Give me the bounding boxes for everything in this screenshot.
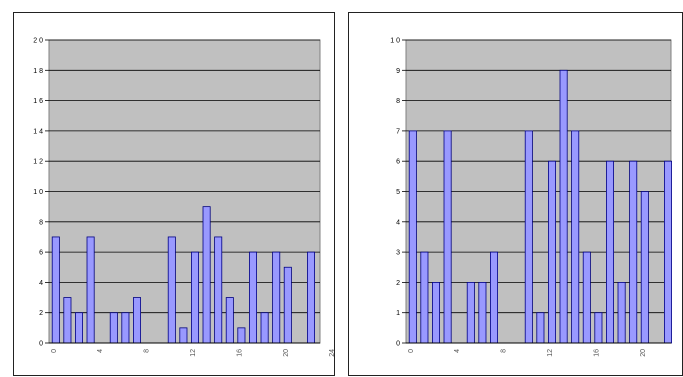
chart-1-bar (559, 69, 568, 344)
chart-0-bar (63, 297, 72, 344)
chart-0-bar (202, 206, 211, 344)
chart-1-ytick-label: 2 (396, 280, 400, 287)
chart-0-ytick-label: 8 (39, 219, 43, 226)
chart-1-ytick-label: 0 (396, 341, 400, 348)
chart-0-ytick-label: 6 (39, 250, 43, 257)
chart-0-bar (121, 312, 130, 344)
chart-0-xtick-label: 24 (329, 349, 336, 357)
chart-0-bar (307, 251, 315, 344)
chart-0-bar (225, 297, 234, 344)
chart-0-bar (167, 236, 176, 344)
chart-0-bar (283, 266, 292, 344)
chart-1-bar (524, 130, 533, 344)
chart-1-ytick-label: 6 (396, 159, 400, 166)
chart-1-ytick-label: 3 (396, 250, 400, 257)
chart-0-bar (179, 327, 188, 344)
chart-0-xtick-label: 8 (144, 349, 151, 353)
chart-1-bar (443, 130, 452, 344)
chart-1-xtick-label: 4 (454, 349, 461, 353)
chart-1-bar (536, 312, 545, 344)
chart-0-bar (249, 251, 257, 344)
chart-0-ytick-label: 2 (39, 310, 43, 317)
chart-1-bar (640, 191, 649, 344)
chart-0-ytick-label: 2 0 (33, 38, 43, 45)
chart-1-xtick-label: 0 (408, 349, 415, 353)
chart-1-ytick-label: 4 (396, 219, 400, 226)
chart-1-bar (478, 281, 487, 344)
chart-1-bar (490, 251, 498, 344)
chart-0-bar (109, 312, 118, 344)
chart-0-ytick-label: 1 2 (33, 159, 43, 166)
chart-1-bar (432, 281, 440, 344)
chart-1-ytick-label: 7 (396, 128, 400, 135)
chart-1-bar (582, 251, 591, 344)
chart-1-xtick-label: 8 (501, 349, 508, 353)
chart-0-bar (214, 236, 223, 344)
chart-0-ytick-label: 1 0 (33, 189, 43, 196)
chart-1-bar (408, 130, 417, 344)
chart-0-bar (260, 312, 269, 344)
chart-0-bar (133, 297, 141, 344)
chart-0-xtick-label: 20 (283, 349, 290, 357)
chart-1-bar (548, 160, 556, 344)
chart-0-bar (51, 236, 60, 344)
chart-0-xtick-label: 4 (97, 349, 104, 353)
chart-1-xtick-label: 16 (593, 349, 600, 357)
chart-0-ytick-label: 0 (39, 341, 43, 348)
chart-1-xtick-label: 20 (640, 349, 647, 357)
chart-1-bar (571, 130, 580, 344)
chart-1-bar (466, 281, 475, 344)
chart-1-bar (617, 281, 626, 344)
chart-1-bar (420, 251, 429, 344)
chart-1-ytick-label: 1 0 (390, 38, 400, 45)
chart-1-xtick-label: 12 (547, 349, 554, 357)
chart-0-ytick-label: 1 6 (33, 98, 43, 105)
chart-0-bar (237, 327, 246, 344)
chart-1-ytick-label: 5 (396, 189, 400, 196)
chart-0-xtick-label: 12 (190, 349, 197, 357)
chart-0-bar (75, 312, 83, 344)
chart-1-ytick-label: 9 (396, 68, 400, 75)
chart-1-ytick-label: 8 (396, 98, 400, 105)
chart-1-bar (664, 160, 672, 344)
chart-0-bar (272, 251, 281, 344)
chart-1-ytick-label: 1 (396, 310, 400, 317)
chart-0-ytick-label: 1 8 (33, 68, 43, 75)
chart-0-xtick-label: 16 (236, 349, 243, 357)
chart-0-bar (191, 251, 199, 344)
chart-0-bar (86, 236, 95, 344)
chart-0-ytick-label: 1 4 (33, 128, 43, 135)
chart-1-bar (629, 160, 638, 344)
chart-0-ytick-label: 4 (39, 280, 43, 287)
chart-0-xtick-label: 0 (51, 349, 58, 353)
chart-1-bar (594, 312, 603, 344)
chart-1-bar (606, 160, 614, 344)
